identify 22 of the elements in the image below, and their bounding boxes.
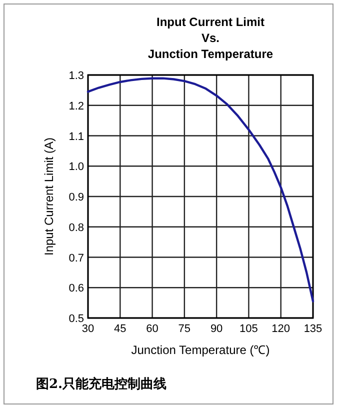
x-tick-label: 105 (240, 323, 258, 335)
line-series (86, 77, 314, 302)
y-tick-label: 0.6 (68, 282, 84, 295)
x-tick-label: 75 (178, 323, 191, 335)
y-tick-label: 1.0 (68, 161, 84, 174)
x-tick-label: 120 (272, 323, 290, 335)
y-tick-label: 1.3 (68, 70, 84, 82)
y-tick-label: 0.8 (68, 222, 84, 234)
y-tick-label: 0.5 (68, 313, 84, 325)
y-tick-label: 0.7 (68, 252, 84, 264)
x-axis-title: Junction Temperature (℃) (131, 343, 270, 357)
chart-title: Input Current Limit Vs. Junction Temperature (148, 15, 274, 61)
y-tick-label: 1.2 (68, 100, 84, 112)
x-tick-label: 135 (304, 323, 322, 335)
x-tick-label: 30 (82, 323, 94, 335)
y-axis-title: Input Current Limit (A) (42, 137, 56, 256)
x-tick-label: 45 (114, 323, 126, 335)
y-tick-label: 0.9 (68, 192, 84, 204)
x-tick-label: 60 (146, 323, 158, 335)
y-tick-label: 1.1 (68, 130, 84, 143)
x-tick-label: 90 (210, 323, 223, 335)
caption: 图2.只能充电控制曲线 (36, 376, 167, 392)
